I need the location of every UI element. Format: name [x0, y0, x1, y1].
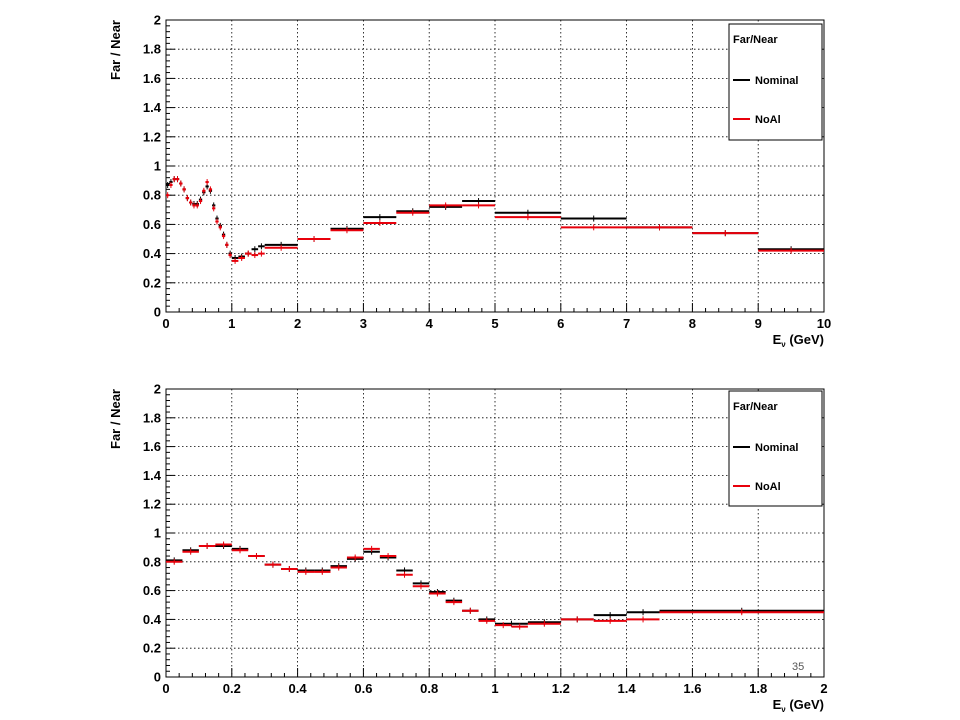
- x-tick-label: 1.4: [618, 681, 637, 696]
- x-tick-label: 4: [426, 316, 434, 331]
- x-tick-label: 2: [294, 316, 301, 331]
- x-axis-label: Eν (GeV): [773, 697, 824, 714]
- y-tick-label: 1.2: [143, 497, 161, 512]
- y-axis-label: Far / Near: [108, 20, 123, 80]
- x-tick-label: 6: [557, 316, 564, 331]
- legend-title: Far/Near: [733, 34, 778, 46]
- chart-top: 0 1 2 3 4 5 6 7 8 9 10 0 0.2 0.4 0.6 0.8 1 1.2 1.4 1.6 1.8 2 F…: [108, 13, 831, 350]
- x-tick-label: 5: [491, 316, 498, 331]
- x-tick-label: 0.6: [354, 681, 372, 696]
- legend-entry-label: NoAl: [755, 114, 781, 126]
- x-tick-label: 1.8: [749, 681, 767, 696]
- y-axis-label: Far / Near: [108, 389, 123, 449]
- x-tick-label: 0: [162, 681, 169, 696]
- x-tick-label: 1.6: [683, 681, 701, 696]
- y-tick-label: 2: [154, 382, 161, 397]
- y-tick-label: 0: [154, 305, 161, 320]
- y-tick-label: 1.8: [143, 42, 161, 57]
- x-tick-label: 1: [228, 316, 235, 331]
- legend-title: Far/Near: [733, 401, 778, 413]
- x-tick-label: 9: [755, 316, 762, 331]
- page-number: 35: [792, 661, 805, 673]
- x-tick-label: 3: [360, 316, 367, 331]
- y-tick-label: 0.8: [143, 188, 161, 203]
- y-tick-label: 1.4: [143, 468, 162, 483]
- y-tick-label: 2: [154, 13, 161, 28]
- y-tick-label: 0.2: [143, 275, 161, 290]
- y-tick-label: 0.4: [143, 246, 162, 261]
- y-tick-label: 1.6: [143, 71, 161, 86]
- chart-bottom: 0 0.2 0.4 0.6 0.8 1 1.2 1.4 1.6 1.8 2 0 0.2 0.4 0.6 0.8…: [108, 382, 828, 715]
- legend-box: [728, 23, 823, 141]
- x-tick-label: 0.2: [223, 681, 241, 696]
- x-tick-label: 1: [491, 681, 498, 696]
- series-noal: [166, 176, 824, 264]
- x-tick-label: 1.2: [552, 681, 570, 696]
- y-tick-label: 0.6: [143, 583, 161, 598]
- y-tick-label: 1.4: [143, 100, 162, 115]
- x-tick-label: 8: [689, 316, 696, 331]
- series-noal: [166, 541, 824, 630]
- legend: Far/Near Nominal NoAl: [728, 390, 823, 507]
- y-tick-label: 1: [154, 159, 161, 174]
- x-tick-label: 2: [820, 681, 827, 696]
- y-tick-label: 1.6: [143, 439, 161, 454]
- y-tick-label: 0.2: [143, 641, 161, 656]
- legend-entry-label: Nominal: [755, 75, 798, 87]
- x-axis-label: Eν (GeV): [773, 332, 824, 349]
- y-tick-label: 0.6: [143, 217, 161, 232]
- y-tick-label: 0.8: [143, 554, 161, 569]
- y-tick-label: 1.2: [143, 129, 161, 144]
- legend-entry-label: NoAl: [755, 481, 781, 493]
- x-tick-label: 7: [623, 316, 630, 331]
- legend-entry-label: Nominal: [755, 442, 798, 454]
- x-tick-label: 10: [817, 316, 831, 331]
- y-tick-label: 1: [154, 526, 161, 541]
- y-tick-label: 1.8: [143, 410, 161, 425]
- x-tick-label: 0.4: [289, 681, 308, 696]
- legend: Far/Near Nominal NoAl: [728, 23, 823, 141]
- x-tick-label: 0.8: [420, 681, 438, 696]
- x-tick-label: 0: [162, 316, 169, 331]
- y-tick-label: 0: [154, 670, 161, 685]
- y-tick-label: 0.4: [143, 612, 162, 627]
